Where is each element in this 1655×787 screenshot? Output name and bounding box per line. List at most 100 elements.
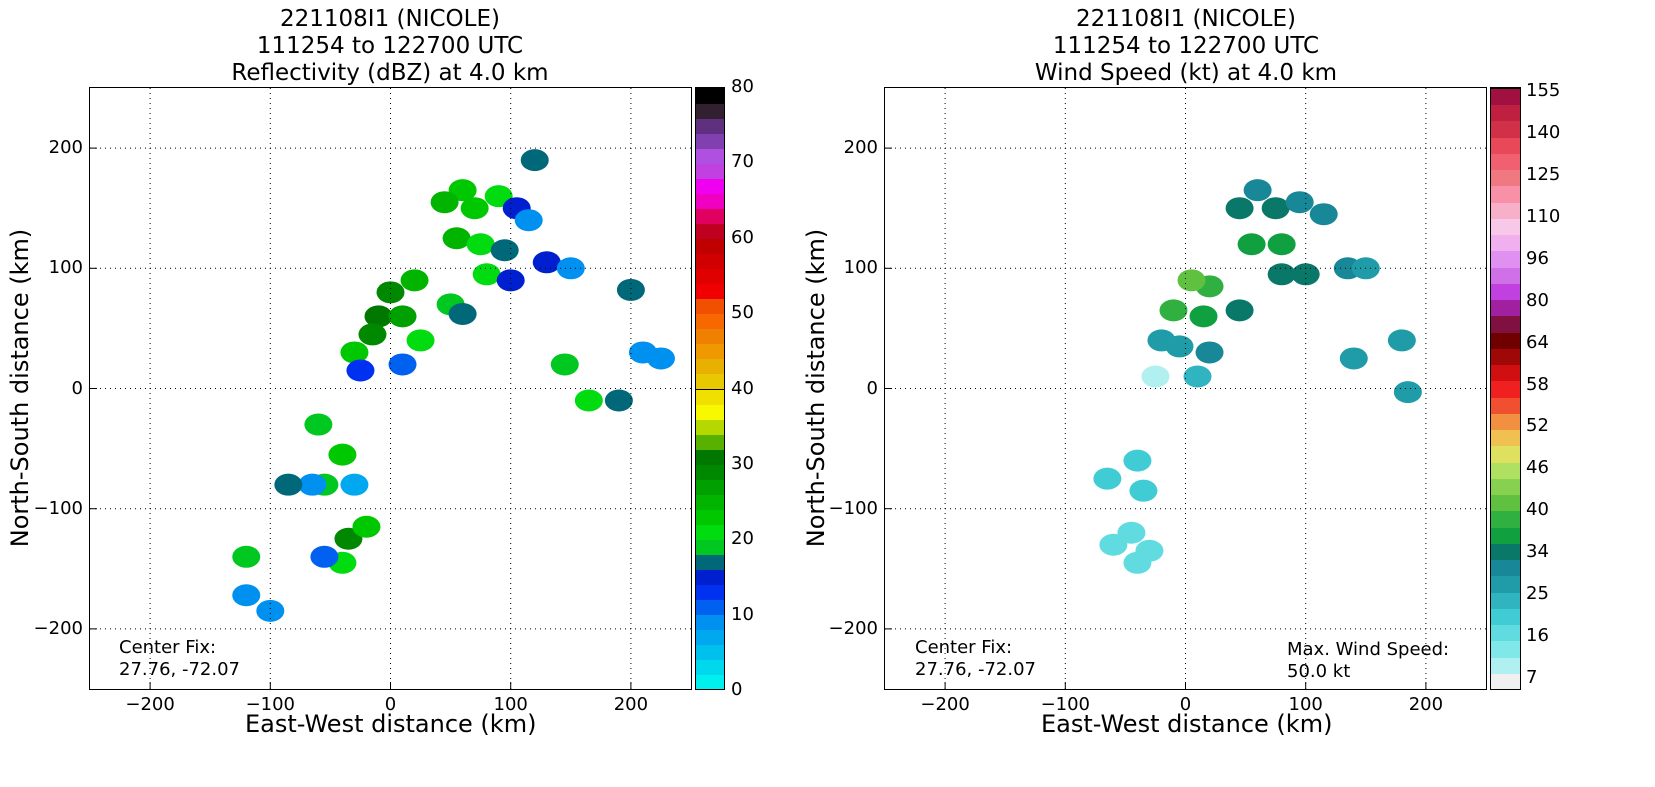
colorbar-cell (1491, 542, 1520, 561)
colorbar-cell (1491, 169, 1520, 187)
colorbar-cell (1491, 331, 1520, 349)
colorbar-cell (1491, 136, 1520, 154)
data-cell (406, 329, 435, 352)
y-axis-label: North-South distance (km) (802, 228, 830, 548)
colorbar-cell (696, 313, 724, 330)
data-cell (460, 197, 489, 220)
colorbar-label: 140 (1526, 121, 1561, 143)
data-cell (1243, 179, 1272, 202)
colorbar-label: 64 (1526, 331, 1549, 353)
colorbar-cell (1491, 364, 1520, 382)
data-cell (340, 341, 369, 364)
y-tick-label: 200 (843, 137, 878, 159)
colorbar-cell (696, 673, 724, 689)
colorbar-cell (1491, 299, 1520, 317)
data-cell (1267, 233, 1296, 256)
data-cell (1291, 263, 1320, 286)
data-cell (364, 305, 393, 328)
data-cell (646, 347, 675, 370)
data-cell (466, 233, 495, 256)
colorbar-cell (696, 643, 724, 660)
data-cell (1099, 533, 1128, 556)
data-cell (1339, 347, 1368, 370)
colorbar-cell (1491, 315, 1520, 333)
colorbar-label: 50 (731, 302, 754, 324)
colorbar-label: 34 (1526, 541, 1549, 563)
colorbar-cell (696, 148, 724, 165)
colorbar-cell (696, 523, 724, 540)
center-fix-label: Center Fix: (119, 637, 217, 658)
title-line-2: 111254 to 122700 UTC (256, 33, 524, 59)
colorbar-cell (1491, 234, 1520, 252)
data-cell (1159, 299, 1188, 322)
colorbar-label: 60 (731, 226, 754, 248)
data-cell (298, 473, 327, 496)
colorbar-label: 96 (1526, 247, 1549, 269)
colorbar-cell (696, 568, 724, 585)
colorbar-cell (1491, 672, 1520, 689)
x-tick-label: −100 (245, 694, 296, 715)
colorbar-cell (696, 88, 724, 105)
colorbar (695, 87, 725, 690)
data-cell (1183, 365, 1212, 388)
colorbar-cell (1491, 477, 1520, 496)
colorbar-label: 7 (1526, 667, 1538, 688)
colorbar-cell (1491, 591, 1520, 609)
y-tick-label: 100 (843, 257, 878, 279)
colorbar-cell (1491, 120, 1520, 138)
colorbar-cell (1491, 266, 1520, 284)
data-cell (274, 473, 303, 496)
data-cell (1093, 467, 1122, 490)
max-wind-value: 50.0 kt (1287, 661, 1351, 682)
x-tick-label: −100 (1040, 694, 1091, 715)
colorbar-cell (1491, 640, 1520, 658)
colorbar-cell (696, 538, 724, 555)
colorbar-cell (696, 298, 724, 315)
plot-canvas (90, 88, 691, 689)
colorbar-cell (1491, 494, 1520, 512)
y-tick-label: −100 (33, 497, 83, 519)
colorbar-cell (1491, 185, 1520, 203)
colorbar-cell (696, 613, 724, 630)
data-cell (430, 191, 459, 214)
data-cell (514, 209, 543, 232)
colorbar-cell (696, 223, 724, 240)
colorbar-cell (696, 448, 724, 465)
data-cell (256, 599, 285, 622)
center-fix-value: 27.76, -72.07 (915, 659, 1036, 680)
colorbar-label: 70 (731, 151, 754, 173)
data-cell (1189, 305, 1218, 328)
center-fix-value: 27.76, -72.07 (119, 659, 240, 680)
colorbar-cell (1491, 152, 1520, 171)
x-axis-label: East-West distance (km) (1041, 710, 1333, 738)
colorbar-cell (696, 388, 724, 405)
data-cell (1285, 191, 1314, 214)
colorbar-cell (696, 193, 724, 210)
data-cell (442, 227, 471, 250)
colorbar-cell (696, 328, 724, 345)
data-cell (490, 239, 519, 262)
data-cell (550, 353, 579, 376)
colorbar-label: 30 (731, 452, 754, 474)
colorbar-cell (696, 598, 724, 615)
colorbar-label: 16 (1526, 625, 1549, 647)
data-cell (1393, 381, 1422, 404)
colorbar-cell (1491, 88, 1520, 106)
colorbar (1490, 87, 1521, 690)
x-tick-label: 0 (384, 694, 397, 715)
colorbar-cell (1491, 575, 1520, 593)
colorbar-cell (1491, 510, 1520, 528)
colorbar-cell (1491, 250, 1520, 268)
x-tick-label: 100 (493, 694, 528, 715)
colorbar-cell (696, 253, 724, 270)
data-cell (448, 302, 477, 325)
title-line-1: 221108I1 (NICOLE) (280, 6, 500, 32)
data-cell (232, 584, 261, 607)
data-cell (388, 305, 417, 328)
data-cell (346, 359, 375, 382)
colorbar-label: 58 (1526, 373, 1549, 395)
colorbar-cell (1491, 429, 1520, 447)
data-cell (1225, 197, 1254, 220)
colorbar-cell (1491, 396, 1520, 414)
data-cell (472, 263, 501, 286)
